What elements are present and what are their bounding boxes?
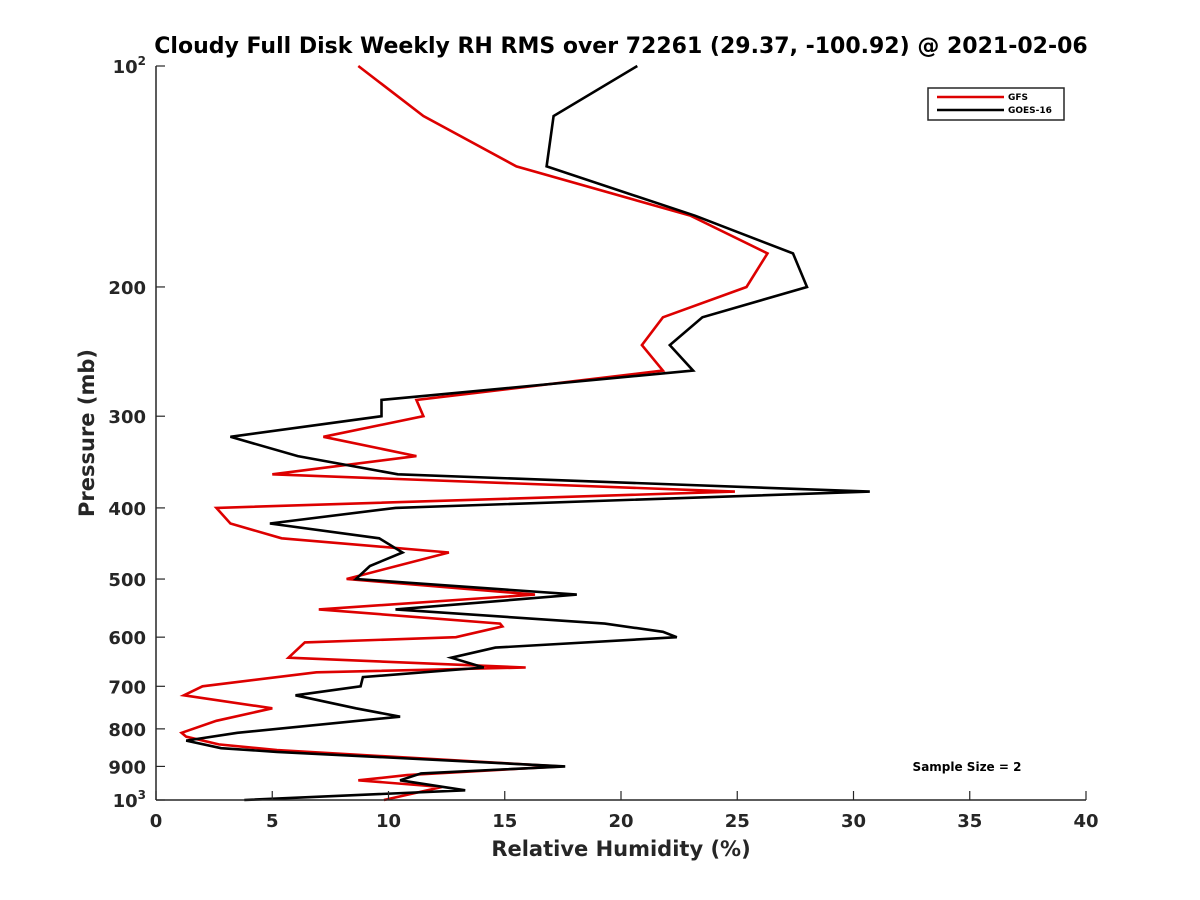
y-tick-label: 700 xyxy=(108,677,146,698)
y-tick-label: 400 xyxy=(108,499,146,520)
x-tick-label: 30 xyxy=(841,811,866,832)
legend: GFS GOES-16 xyxy=(927,87,1065,121)
y-tick-label: 102 xyxy=(113,54,146,78)
y-tick-label: 300 xyxy=(108,407,146,428)
x-tick-label: 10 xyxy=(376,811,401,832)
y-tick-label: 900 xyxy=(108,757,146,778)
x-tick-label: 35 xyxy=(957,811,982,832)
y-tick-label: 103 xyxy=(113,788,146,812)
y-tick-label: 200 xyxy=(108,278,146,299)
y-tick-label: 600 xyxy=(108,628,146,649)
x-tick-label: 20 xyxy=(608,811,633,832)
y-tick-label: 500 xyxy=(108,570,146,591)
y-axis-ticks: 102 200 300 400 500 600 700 800 900 103 xyxy=(108,54,165,812)
x-tick-label: 15 xyxy=(492,811,517,832)
x-tick-label: 0 xyxy=(150,811,163,832)
x-tick-label: 25 xyxy=(725,811,750,832)
chart-title: Cloudy Full Disk Weekly RH RMS over 7226… xyxy=(154,34,1087,59)
x-tick-label: 5 xyxy=(266,811,279,832)
plot-area xyxy=(179,64,870,802)
legend-box xyxy=(927,87,1065,121)
legend-label: GOES-16 xyxy=(1008,106,1052,116)
x-tick-label: 40 xyxy=(1073,811,1098,832)
x-axis-ticks: 0 5 10 15 20 25 30 35 40 xyxy=(150,791,1099,832)
x-axis-label: Relative Humidity (%) xyxy=(491,837,750,861)
legend-label: GFS xyxy=(1008,93,1028,103)
sample-size-annotation: Sample Size = 2 xyxy=(913,760,1022,774)
y-tick-label: 800 xyxy=(108,720,146,741)
series-line-goes-16 xyxy=(185,64,870,802)
y-axis-label: Pressure (mb) xyxy=(75,349,99,517)
series-line-gfs xyxy=(179,64,770,802)
